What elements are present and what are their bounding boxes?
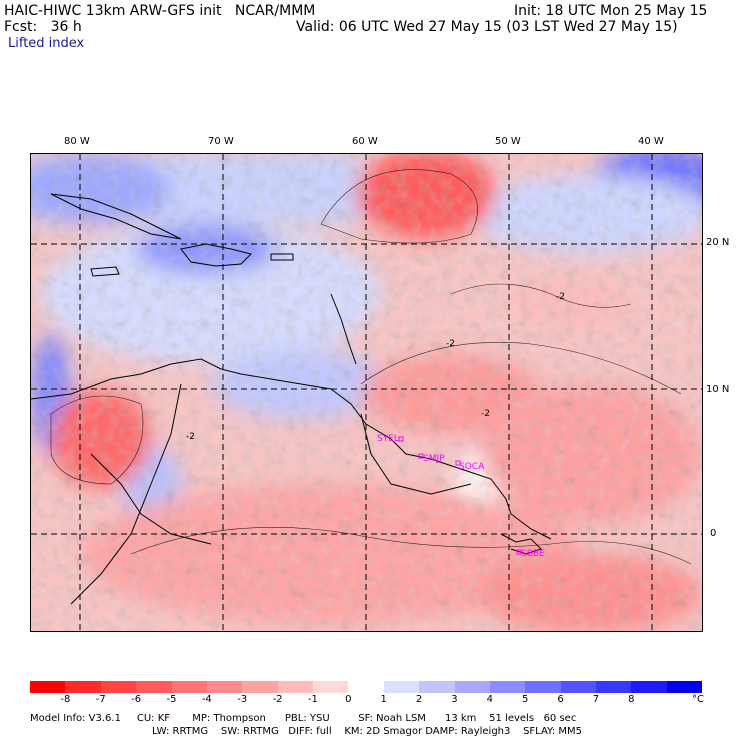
contour-value-label: -2 [481,409,490,419]
colorbar-tick-label: 0 [345,694,352,705]
lon-label: 60 W [352,136,378,147]
lifted-index-map: -2 -2 -2 -2 SYEL SMJP SOCA SBBE [30,153,703,632]
colorbar-swatch [489,681,526,693]
contour-line [130,527,692,565]
contour-line [50,395,144,485]
station-marker [455,460,461,466]
lon-label: 70 W [208,136,234,147]
colorbar-tick-label: -8 [60,694,71,705]
lat-label: 20 N [706,237,730,248]
jamaica-coastline [90,266,120,277]
colorbar-tick-label: -4 [201,694,212,705]
colorbar-swatch [206,681,243,693]
lon-label: 50 W [495,136,521,147]
station-label: SOCA [459,462,485,472]
colorbar-tick-label: -5 [166,694,177,705]
colorbar-swatch [313,681,349,693]
colorbar-swatch [383,681,420,693]
colorbar-swatch [100,681,137,693]
lon-label: 40 W [638,136,664,147]
colorbar-swatch [596,681,632,693]
colorbar-swatch [136,681,172,693]
station-marker [516,549,522,555]
colorbar-swatch [454,681,490,693]
colorbar-swatch [277,681,313,693]
lesser-antilles [330,293,357,365]
station-marker [398,436,404,442]
colorbar-swatch [560,681,596,693]
colorbar-tick-label: 1 [380,694,387,705]
station-label: SBBE [521,549,545,559]
colorbar-tick-label: 2 [415,694,423,705]
station-marker [418,453,424,459]
colorbar-tick-label: 8 [628,694,635,705]
forecast-hour: Fcst: 36 h [4,19,82,35]
cuba-coastline [50,193,182,240]
contour-line [360,342,682,395]
colorbar-tick-label: -6 [131,694,142,705]
amazon-mouth [500,533,542,555]
colorbar-tick-label: 7 [592,694,600,705]
hispaniola-coastline [180,243,252,267]
colorbar-swatch [30,681,66,693]
map-title: HAIC-HIWC 13km ARW-GFS init NCAR/MMM [4,3,316,19]
puerto-rico-coastline [270,253,294,261]
lat-label: 0 [710,528,717,539]
field-name: Lifted index [8,36,85,51]
colorbar-tick-label: 3 [451,694,458,705]
colorbar-swatch [242,681,278,693]
contour-value-label: -2 [446,339,455,349]
colorbar-tick-label: -7 [95,694,106,705]
init-time: Init: 18 UTC Mon 25 May 15 [514,3,708,19]
station-label: SYEL [377,434,399,444]
country-border [70,383,182,605]
colorbar-unit: °C [692,694,704,705]
map-canvas: -2 -2 -2 -2 SYEL SMJP SOCA SBBE [31,154,702,631]
colorbar-swatch [348,681,384,693]
model-info-line2: LW: RRTMG SW: RRTMG DIFF: full KM: 2D Sm… [152,726,582,737]
colorbar-swatch [666,681,703,693]
contour-value-label: -2 [186,432,195,442]
field-texture [31,154,702,631]
contour-value-label: -2 [556,292,565,302]
colorbar-tick-label: 4 [486,694,493,705]
model-info-line1: Model Info: V3.6.1 CU: KF MP: Thompson P… [30,713,577,724]
lat-label: 10 N [706,384,730,395]
colorbar-tick-label: -1 [307,694,318,705]
colorbar-swatch [65,681,101,693]
colorbar-swatch [631,681,667,693]
south-america-north-coast [31,358,552,540]
contour-line [320,169,478,244]
station-label: SMJP [423,454,445,464]
lon-label: 80 W [64,136,90,147]
country-border [360,413,472,495]
colorbar-swatch [419,681,455,693]
colorbar-tick-label: -3 [237,694,248,705]
valid-time: Valid: 06 UTC Wed 27 May 15 (03 LST Wed … [296,19,678,35]
colorbar [30,681,703,693]
colorbar-tick-label: 5 [521,694,529,705]
contour-line [450,283,632,308]
colorbar-tick-label: -2 [272,694,283,705]
colorbar-swatch [525,681,561,693]
colorbar-swatch [171,681,207,693]
colorbar-tick-label: 6 [557,694,564,705]
